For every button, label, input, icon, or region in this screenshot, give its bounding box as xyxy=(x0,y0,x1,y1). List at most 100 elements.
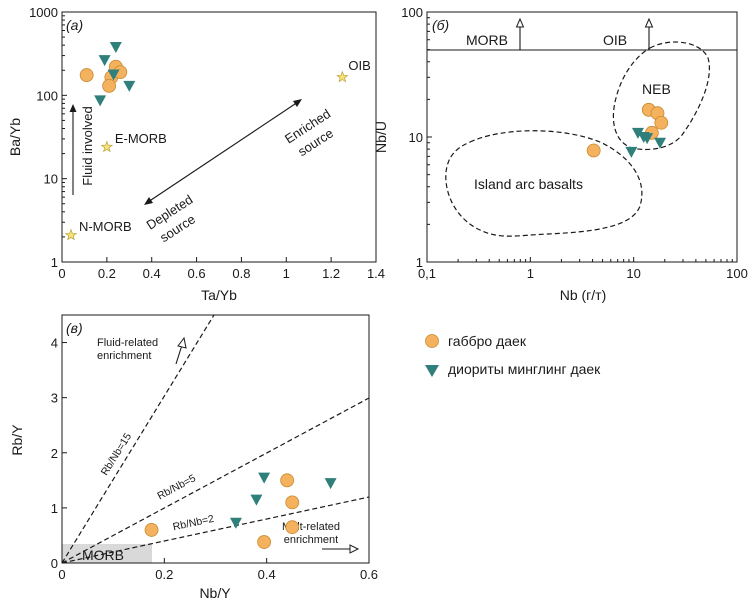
panel-c-line-rb15 xyxy=(61,314,215,564)
panel-a-fluid-arrowhead xyxy=(69,104,77,112)
gabbro-point xyxy=(257,535,272,549)
panel-b-ytick-label: 1 xyxy=(416,255,423,270)
panel-c-ytick-label: 1 xyxy=(51,501,58,516)
panel-c-xtick-label: 0 xyxy=(58,567,65,582)
panel-c-label: (в) xyxy=(66,320,83,336)
panel-c: MORB 0 0.2 0.4 0.6 0 1 2 3 4 (в) Nb/Y Rb/Y Rb/Nb… xyxy=(9,314,378,601)
gabbro-point xyxy=(654,115,669,130)
panel-b-points xyxy=(586,102,669,158)
panel-a-diagonal-arrowhead-end xyxy=(293,99,302,107)
diorite-point xyxy=(625,146,638,158)
panel-c-frame xyxy=(61,314,370,564)
panel-b-morb-arrowhead xyxy=(515,17,525,28)
panel-a-ticks: 0 0.2 0.4 0.6 0.8 1 1.2 1.4 1 10 100 1000 xyxy=(29,5,385,281)
legend-diorite-label: диориты минглинг даек xyxy=(448,361,601,377)
gabbro-point xyxy=(285,520,300,535)
panel-b-xtick-label: 10 xyxy=(626,266,640,281)
panel-c-line-rb2 xyxy=(61,496,370,564)
panel-c-ytick-label: 4 xyxy=(51,336,58,351)
panel-b-oib-text: OIB xyxy=(603,32,627,48)
panel-b-xlabel: Nb (г/т) xyxy=(560,287,607,303)
panel-c-line-rb5 xyxy=(61,397,370,564)
panel-c-fluid-text-2: enrichment xyxy=(97,350,151,362)
reference-star-e-morb xyxy=(100,140,114,153)
panel-b-iab-field xyxy=(445,130,643,237)
panel-c-ylabel: Rb/Y xyxy=(9,424,25,456)
panel-a-xtick-label: 0 xyxy=(58,266,65,281)
diorite-point xyxy=(250,494,263,506)
gabbro-point xyxy=(285,495,300,510)
reference-label-e-morb: E-MORB xyxy=(115,131,167,146)
legend: габбро даек диориты минглинг даек xyxy=(425,333,601,377)
panel-b-neb-text: NEB xyxy=(642,81,671,97)
panel-a-frame xyxy=(61,11,377,263)
diorite-point xyxy=(123,80,136,92)
panel-c-ytick-label: 0 xyxy=(51,556,58,571)
legend-gabbro-marker xyxy=(425,334,439,348)
panel-a-ytick-label: 100 xyxy=(36,88,58,103)
panel-a-xtick-label: 1 xyxy=(283,266,290,281)
panel-c-ytick-label: 2 xyxy=(51,446,58,461)
panel-a-references: OIB E-MORB N-MORB xyxy=(64,58,371,241)
panel-a-ylabel: Ba/Yb xyxy=(7,118,23,156)
panel-c-ytick-label: 3 xyxy=(51,391,58,406)
panel-a-ytick-label: 10 xyxy=(44,172,58,187)
panel-c-xtick-label: 0.4 xyxy=(258,567,276,582)
diorite-point xyxy=(324,478,337,490)
panel-b-ytick-label: 100 xyxy=(401,5,423,20)
diorite-point xyxy=(258,472,271,484)
reference-label-oib: OIB xyxy=(348,58,370,73)
diorite-point xyxy=(107,69,120,81)
gabbro-point xyxy=(102,78,116,93)
gabbro-point xyxy=(280,473,295,488)
diorite-point xyxy=(654,137,667,149)
gabbro-point xyxy=(586,143,601,158)
panel-b-xtick-label: 0,1 xyxy=(418,266,436,281)
panel-c-points xyxy=(144,472,337,549)
legend-gabbro-label: габбро даек xyxy=(448,333,527,349)
panel-c-rb15-text: Rb/Nb=15 xyxy=(99,431,134,478)
panel-a-label: (а) xyxy=(66,17,83,33)
panel-a-xtick-label: 0.6 xyxy=(188,266,206,281)
reference-star-oib xyxy=(336,70,349,83)
panel-c-rb2-text: Rb/Nb=2 xyxy=(172,513,215,533)
panel-b-xtick-label: 1 xyxy=(527,266,534,281)
panel-b-ytick-label: 10 xyxy=(409,130,423,145)
reference-star-n-morb xyxy=(64,228,78,241)
panel-c-fluid-arrow xyxy=(175,344,183,365)
panel-c-fluid-text-1: Fluid-related xyxy=(97,337,158,349)
gabbro-point xyxy=(144,523,159,537)
diorite-point xyxy=(109,42,122,54)
panel-b-iab-text: Island arc basalts xyxy=(474,176,583,192)
panel-a-xtick-label: 1.2 xyxy=(322,266,340,281)
panel-a-xtick-label: 0.2 xyxy=(98,266,116,281)
diorite-point xyxy=(94,95,107,107)
panel-b-label: (б) xyxy=(432,17,449,33)
panel-a: 0 0.2 0.4 0.6 0.8 1 1.2 1.4 1 10 100 1000 (а) Ta/Yb… xyxy=(7,5,385,303)
diorite-point xyxy=(631,127,644,139)
panel-c-morb-text: MORB xyxy=(82,547,124,563)
panel-a-xtick-label: 1.4 xyxy=(367,266,385,281)
panel-a-diagonal-arrowhead-start xyxy=(144,197,153,205)
panel-c-rb5-text: Rb/Nb=5 xyxy=(155,472,198,502)
panel-c-xtick-label: 0.6 xyxy=(360,567,378,582)
panel-c-ticks: 0 0.2 0.4 0.6 0 1 2 3 4 xyxy=(51,336,378,582)
panel-a-xlabel: Ta/Yb xyxy=(201,287,237,303)
panel-b-ylabel: Nb/U xyxy=(373,121,389,153)
panel-b-neb-field xyxy=(612,41,710,151)
legend-diorite-marker xyxy=(425,365,439,377)
panel-a-xtick-label: 0.4 xyxy=(143,266,161,281)
panel-a-points xyxy=(79,42,136,107)
panel-b-xtick-label: 100 xyxy=(726,266,748,281)
panel-b-oib-arrowhead xyxy=(644,17,654,28)
reference-label-n-morb: N-MORB xyxy=(79,219,132,234)
diorite-point xyxy=(229,517,242,529)
diorite-point xyxy=(641,133,654,145)
panel-c-melt-arrowhead xyxy=(349,544,360,554)
panel-a-xtick-label: 0.8 xyxy=(232,266,250,281)
panel-a-ytick-label: 1000 xyxy=(29,5,58,20)
gabbro-point xyxy=(79,68,94,82)
panel-b-morb-text: MORB xyxy=(466,32,508,48)
